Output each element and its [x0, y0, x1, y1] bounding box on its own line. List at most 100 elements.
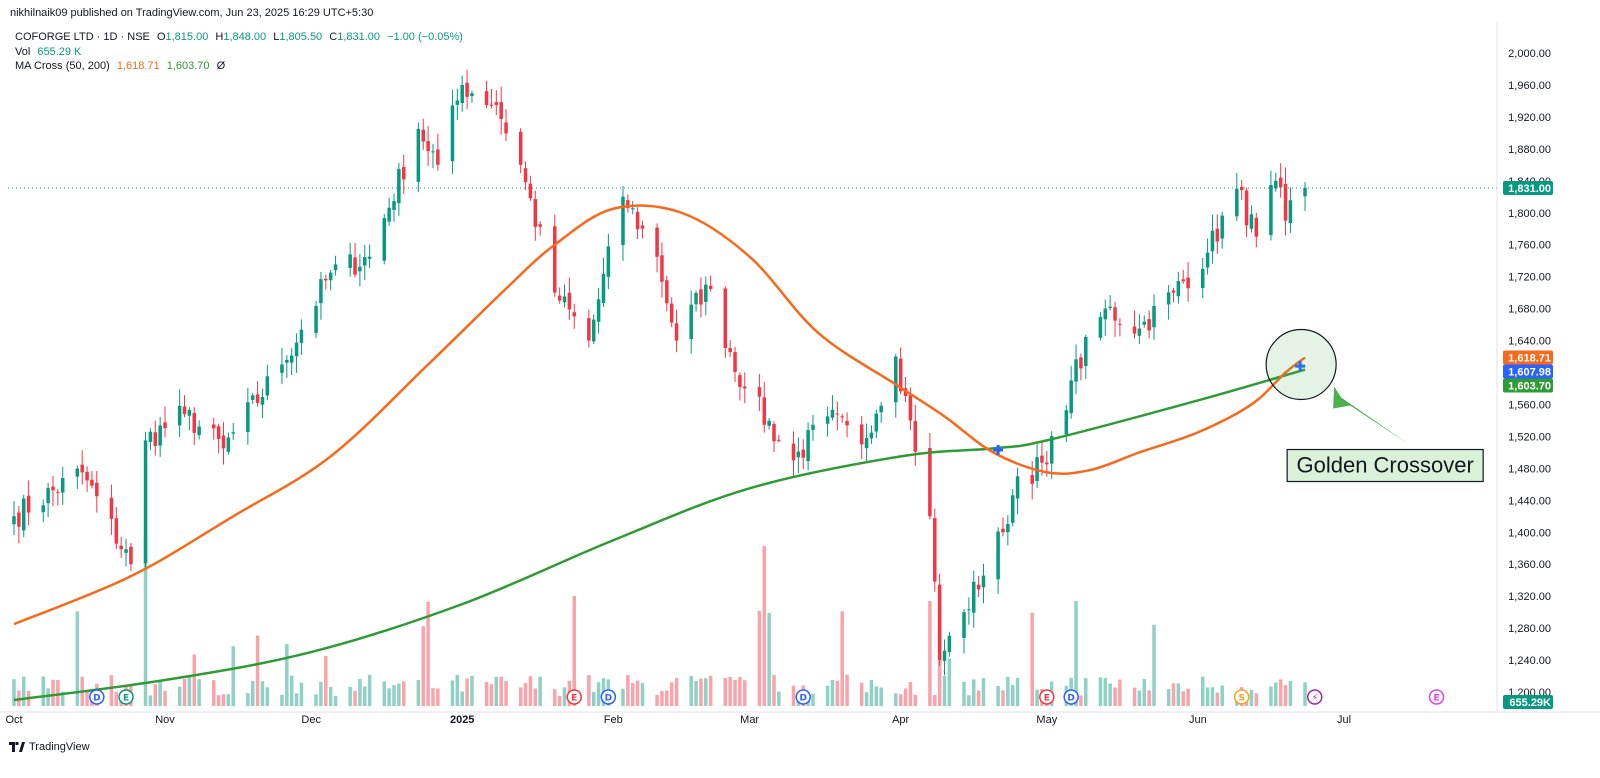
- event-marker-letter: E: [1433, 694, 1439, 704]
- volume-bar: [533, 688, 538, 706]
- candle-body: [1210, 230, 1215, 252]
- candle-body: [937, 584, 942, 661]
- volume-bar: [1103, 678, 1108, 706]
- event-marker-letter: D: [799, 694, 806, 704]
- volume-bar: [825, 685, 830, 706]
- candle-body: [869, 432, 874, 439]
- candle-body: [260, 396, 265, 405]
- candle-body: [1254, 217, 1259, 237]
- candle-body: [894, 356, 898, 403]
- candle-body: [153, 432, 158, 446]
- candle-body: [640, 225, 645, 229]
- low-value: 1,805.50: [279, 31, 323, 43]
- volume-bar: [1035, 689, 1039, 706]
- volume-label[interactable]: Vol: [15, 45, 31, 58]
- volume-bar: [353, 690, 357, 706]
- candle-body: [947, 635, 952, 652]
- candle-body: [1269, 184, 1273, 236]
- volume-bar: [1137, 690, 1142, 706]
- price-badge: [1503, 364, 1553, 379]
- candle-body: [796, 451, 801, 458]
- candle-body: [1108, 306, 1112, 308]
- event-marker-icon: [1307, 689, 1323, 705]
- candle-body: [285, 359, 289, 363]
- volume-bar: [221, 694, 226, 706]
- candle-body: [933, 518, 937, 582]
- candle-body: [1074, 359, 1078, 382]
- candle-body: [436, 149, 440, 165]
- candle-body: [898, 358, 903, 392]
- candle-body: [962, 612, 966, 638]
- volume-bar: [996, 685, 1000, 706]
- volume-bar: [285, 644, 289, 706]
- volume-bar: [538, 676, 542, 706]
- volume-bar: [738, 677, 742, 706]
- event-marker-letter: S: [1238, 694, 1244, 704]
- price-axis[interactable]: 1,200.001,240.001,280.001,320.001,360.00…: [1496, 22, 1551, 712]
- candle-body: [348, 254, 352, 268]
- candle-body: [163, 422, 167, 429]
- event-markers: D E E D D E D S ⚡ E: [89, 689, 1445, 705]
- volume-bar: [635, 680, 640, 706]
- volume-bar: [767, 613, 771, 706]
- volume-bar: [864, 692, 869, 706]
- volume-bar: [41, 676, 45, 706]
- candle-body: [392, 201, 396, 210]
- volume-bar: [289, 675, 294, 706]
- time-axis[interactable]: Oct Nov Dec 2025 Feb Mar Apr May Jun Jul: [0, 711, 1600, 726]
- price-badge-label: 1,607.98: [1508, 367, 1551, 379]
- volume-bar: [216, 695, 221, 706]
- volume-bar: [1210, 687, 1215, 706]
- volume-bar: [265, 687, 270, 706]
- candle-body: [1118, 323, 1122, 325]
- volume-bar: [640, 682, 645, 706]
- candle-body: [401, 166, 406, 180]
- volume-bar: [791, 685, 796, 706]
- volume-bar: [294, 693, 299, 706]
- volume-bar: [426, 601, 430, 706]
- volume-bar: [591, 692, 596, 706]
- publisher-line: nikhilnaik09 published on TradingView.co…: [10, 7, 374, 19]
- annotation-box: [1286, 448, 1484, 483]
- ma-cross-label[interactable]: MA Cross (50, 200): [15, 60, 110, 72]
- volume-bar: [328, 686, 333, 706]
- volume-bar: [518, 687, 523, 706]
- volume-bar: [226, 694, 231, 706]
- candle-body: [1278, 177, 1283, 188]
- volume-badge: [1503, 695, 1553, 709]
- time-tick-label: Mar: [740, 714, 759, 726]
- tradingview-brand[interactable]: TradingView: [9, 741, 90, 753]
- candle-body: [358, 266, 362, 272]
- event-marker-letter: D: [93, 694, 100, 704]
- volume-bar: [1181, 691, 1185, 706]
- candle-body: [772, 424, 776, 442]
- candle-body: [538, 224, 542, 227]
- candle-body: [499, 102, 503, 119]
- cross-marker-icon: [1295, 361, 1306, 372]
- candle-body: [669, 303, 674, 323]
- candle-body: [971, 581, 976, 613]
- candle-body: [143, 440, 148, 564]
- volume-bar: [733, 680, 737, 706]
- volume-bar: [1132, 687, 1137, 706]
- volume-bar: [928, 601, 932, 706]
- candle-body: [1132, 326, 1137, 334]
- symbol-title[interactable]: COFORGE LTD · 1D · NSE: [15, 31, 150, 43]
- candle-body: [1274, 180, 1278, 189]
- cross-marker-icon: [993, 444, 1004, 455]
- ma200-line: [13, 368, 1306, 702]
- time-tick-label: Jul: [1337, 714, 1351, 726]
- volume-bar: [192, 654, 197, 706]
- candle-body: [75, 468, 80, 477]
- volume-value: 655.29 K: [37, 45, 82, 58]
- event-marker-letter: E: [1044, 694, 1050, 704]
- candle-body: [90, 479, 94, 486]
- volume-bar: [830, 679, 835, 706]
- candle-body: [353, 257, 357, 275]
- candle-body: [1244, 190, 1249, 226]
- candle-body: [187, 409, 192, 416]
- candle-body: [1137, 328, 1142, 336]
- volume-bar: [587, 675, 591, 706]
- volume-bar: [1278, 679, 1283, 706]
